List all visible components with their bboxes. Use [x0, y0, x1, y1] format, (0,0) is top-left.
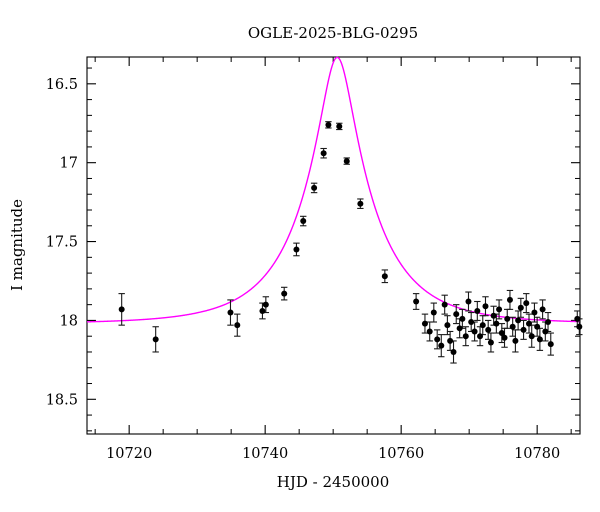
data-point: [482, 303, 489, 310]
data-point: [234, 322, 241, 329]
data-point: [526, 320, 532, 327]
y-tick-label: 17: [60, 156, 78, 172]
data-point: [320, 150, 327, 157]
data-point: [517, 304, 524, 311]
data-point: [426, 328, 433, 335]
y-axis-ticks: [87, 67, 580, 432]
data-point: [381, 273, 388, 280]
data-point: [413, 298, 420, 305]
data-point: [468, 319, 475, 326]
data-point: [447, 337, 454, 344]
data-point: [441, 301, 448, 308]
data-point: [118, 306, 125, 313]
plot-frame: [86, 56, 581, 435]
x-tick-label: 10780: [514, 446, 560, 462]
data-point: [459, 315, 466, 322]
chart-title: OGLE-2025-BLG-0295: [248, 24, 418, 42]
data-point: [357, 200, 364, 207]
data-point: [534, 323, 541, 330]
data-point: [515, 317, 522, 324]
data-point: [539, 306, 546, 313]
data-point: [545, 319, 552, 326]
data-point: [501, 334, 508, 341]
x-axis-ticks: [94, 57, 572, 434]
x-tick-label: 10720: [106, 446, 152, 462]
data-point: [512, 337, 519, 344]
data-point: [227, 309, 234, 316]
data-point: [471, 328, 478, 335]
model-curve: [86, 56, 581, 323]
data-point: [438, 342, 445, 349]
x-tick-label: 10760: [378, 446, 424, 462]
y-tick-label: 18: [60, 313, 78, 329]
data-point: [528, 333, 535, 340]
data-points: [118, 121, 583, 355]
x-axis-tick-labels: 10720 10740 10760 10780: [106, 446, 560, 462]
data-point: [490, 312, 497, 319]
x-tick-label: 10740: [242, 446, 288, 462]
y-tick-label: 17.5: [46, 235, 78, 251]
data-point: [434, 336, 441, 343]
data-point: [281, 290, 288, 297]
data-point: [444, 322, 451, 329]
data-point: [477, 333, 484, 340]
data-point: [504, 315, 511, 322]
data-point: [462, 333, 469, 340]
data-point: [536, 336, 543, 343]
data-point: [325, 121, 332, 128]
data-point: [574, 315, 581, 322]
data-point: [421, 320, 428, 327]
data-point: [311, 184, 318, 191]
data-point: [523, 300, 530, 307]
data-point: [547, 341, 554, 348]
y-axis-label: I magnitude: [8, 199, 26, 291]
data-point: [343, 158, 350, 165]
data-point: [336, 123, 343, 130]
x-axis-label: HJD - 2450000: [277, 473, 390, 491]
data-point: [465, 298, 472, 305]
y-axis-tick-labels: 16.5 17 17.5 18 18.5: [46, 77, 78, 408]
paczynski-model-path: [86, 56, 581, 323]
data-point: [485, 326, 492, 333]
data-point: [479, 322, 486, 329]
data-point: [576, 323, 583, 330]
data-point: [506, 296, 513, 303]
data-point: [498, 330, 505, 337]
data-point: [152, 336, 159, 343]
data-point: [293, 246, 300, 253]
data-point: [450, 348, 457, 355]
data-point: [262, 301, 269, 308]
y-tick-label: 18.5: [46, 392, 78, 408]
y-tick-label: 16.5: [46, 77, 78, 93]
data-point: [259, 307, 266, 314]
data-point: [430, 309, 437, 316]
data-point: [474, 307, 481, 314]
data-point: [496, 306, 503, 313]
data-point: [453, 311, 460, 318]
data-point: [531, 309, 538, 316]
data-point: [487, 339, 494, 346]
data-point: [520, 326, 527, 333]
data-point: [493, 320, 500, 327]
data-point: [456, 325, 463, 332]
data-point: [509, 323, 516, 330]
data-point: [300, 218, 307, 225]
data-point: [542, 328, 549, 335]
